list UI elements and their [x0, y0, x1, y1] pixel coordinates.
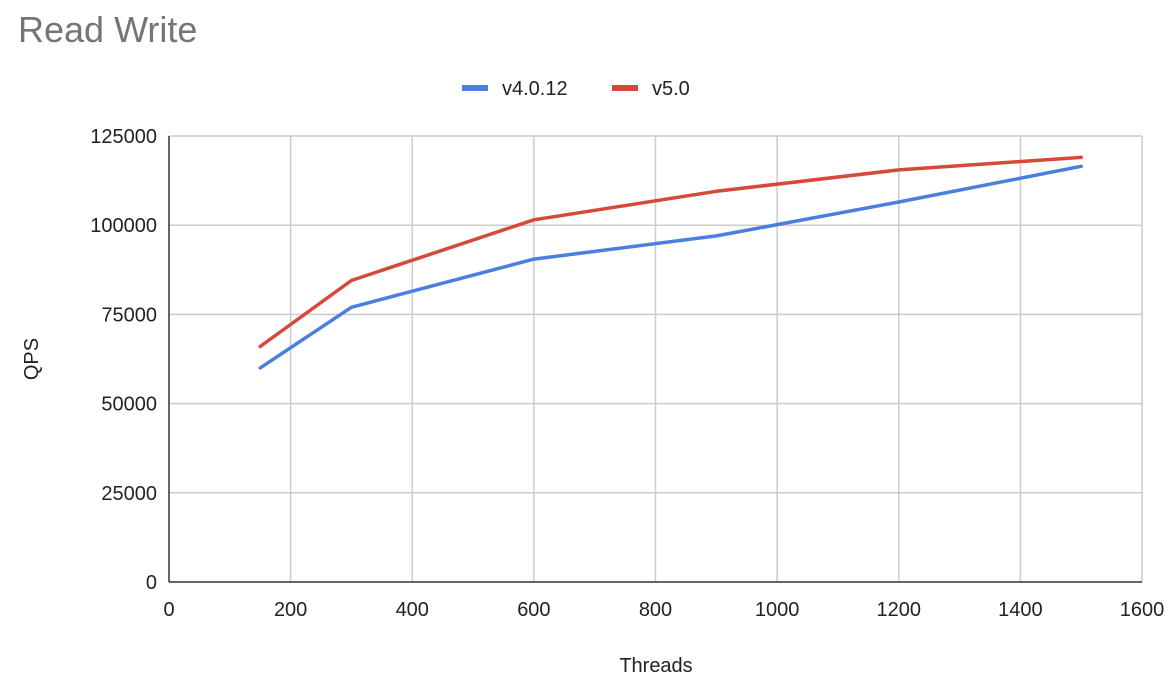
- chart-title: Read Write: [18, 9, 197, 50]
- x-tick-label: 800: [639, 599, 672, 621]
- y-tick-label: 100000: [90, 215, 157, 237]
- x-tick-labels: 0 200 400 600 800 1000 1200 1400 1600: [163, 599, 1164, 621]
- x-axis-label: Threads: [619, 655, 692, 677]
- x-tick-label: 1000: [755, 599, 800, 621]
- x-tick-label: 200: [274, 599, 307, 621]
- y-axis-label: QPS: [21, 338, 43, 380]
- series-line-v5.0: [258, 155, 1083, 349]
- y-tick-labels: 0 25000 50000 75000 100000 125000: [90, 126, 157, 594]
- legend-label: v4.0.12: [502, 78, 568, 100]
- axes: [168, 136, 1142, 583]
- legend-label: v5.0: [652, 78, 690, 100]
- y-tick-label: 125000: [90, 126, 157, 148]
- x-tick-label: 400: [396, 599, 429, 621]
- series-line-v4.0.12: [258, 164, 1083, 370]
- y-tick-label: 50000: [101, 394, 157, 416]
- x-tick-label: 1200: [877, 599, 922, 621]
- y-tick-label: 0: [146, 572, 157, 594]
- legend: v4.0.12 v5.0: [462, 78, 690, 100]
- x-tick-label: 1400: [998, 599, 1043, 621]
- y-tick-label: 75000: [101, 304, 157, 326]
- grid: [169, 135, 1143, 582]
- series-lines: [258, 155, 1083, 370]
- x-tick-label: 1600: [1120, 599, 1165, 621]
- y-tick-label: 25000: [101, 483, 157, 505]
- x-tick-label: 600: [517, 599, 550, 621]
- x-tick-label: 0: [163, 599, 174, 621]
